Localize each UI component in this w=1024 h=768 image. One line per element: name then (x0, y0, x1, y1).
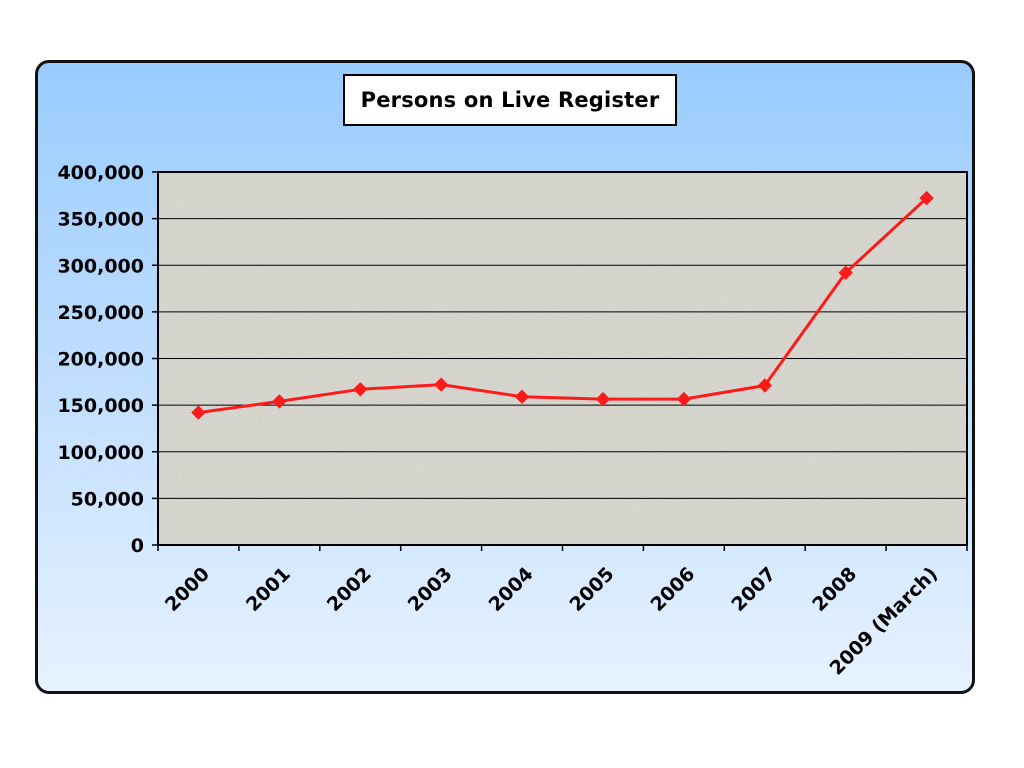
data-point-marker (353, 382, 368, 397)
chart-title: Persons on Live Register (343, 74, 677, 126)
data-point-marker (757, 378, 773, 393)
y-tick-label: 50,000 (71, 488, 144, 510)
series-group (191, 190, 934, 420)
x-tick-label: 2003 (404, 563, 457, 616)
data-point-marker (919, 190, 934, 206)
y-tick-label: 300,000 (57, 255, 144, 277)
y-axis-tick-labels: 0 50,000 100,000 150,000 200,000 250,000 300,0… (57, 162, 144, 557)
x-tick-label: 2001 (242, 563, 295, 616)
x-tick-label: 2000 (161, 563, 214, 616)
data-point-marker (191, 405, 206, 420)
y-tick-label: 350,000 (57, 209, 144, 231)
data-point-marker (595, 391, 611, 407)
y-tick-label: 200,000 (57, 349, 144, 371)
axes (152, 171, 968, 551)
data-point-marker (433, 377, 449, 392)
series-line (198, 196, 928, 415)
gridlines (158, 218, 967, 499)
y-tick-label: 150,000 (57, 395, 144, 417)
data-point-marker (838, 265, 853, 280)
y-tick-label: 0 (131, 535, 144, 557)
x-tick-label: 2008 (808, 563, 861, 616)
x-tick-label: 2005 (566, 563, 619, 616)
x-axis-tick-labels: 2000 2001 2002 2003 2004 2005 2006 2007 20082009… (161, 563, 942, 680)
y-tick-label: 250,000 (57, 302, 144, 324)
data-point-marker (272, 394, 287, 409)
x-tick-label: 2002 (323, 563, 376, 616)
data-point-marker (676, 391, 692, 407)
y-tick-label: 100,000 (57, 442, 144, 464)
x-tick-label: 2007 (727, 563, 780, 616)
y-tick-label: 400,000 (57, 162, 144, 184)
data-point-marker (514, 389, 530, 404)
x-tick-label: 2004 (485, 563, 538, 616)
x-tick-label: 2006 (646, 563, 699, 616)
